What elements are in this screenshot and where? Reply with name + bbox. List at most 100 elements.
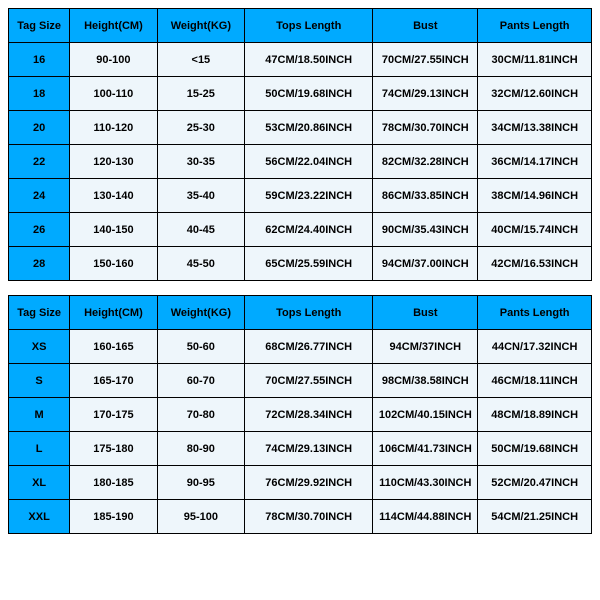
data-cell: 114CM/44.88INCH bbox=[373, 500, 478, 534]
tag-size-cell: 18 bbox=[9, 77, 70, 111]
size-table-adult: Tag Size Height(CM) Weight(KG) Tops Leng… bbox=[8, 295, 592, 534]
data-cell: 150-160 bbox=[70, 247, 157, 281]
data-cell: 72CM/28.34INCH bbox=[245, 398, 373, 432]
data-cell: 38CM/14.96INCH bbox=[478, 179, 592, 213]
data-cell: 68CM/26.77INCH bbox=[245, 330, 373, 364]
tag-size-cell: S bbox=[9, 364, 70, 398]
table-row: 18100-11015-2550CM/19.68INCH74CM/29.13IN… bbox=[9, 77, 592, 111]
data-cell: 70CM/27.55INCH bbox=[373, 43, 478, 77]
data-cell: 53CM/20.86INCH bbox=[245, 111, 373, 145]
data-cell: 78CM/30.70INCH bbox=[245, 500, 373, 534]
data-cell: 56CM/22.04INCH bbox=[245, 145, 373, 179]
data-cell: 30CM/11.81INCH bbox=[478, 43, 592, 77]
data-cell: 46CM/18.11INCH bbox=[478, 364, 592, 398]
data-cell: 40CM/15.74INCH bbox=[478, 213, 592, 247]
col-bust: Bust bbox=[373, 9, 478, 43]
data-cell: 100-110 bbox=[70, 77, 157, 111]
col-tops-length: Tops Length bbox=[245, 296, 373, 330]
size-table-kids: Tag Size Height(CM) Weight(KG) Tops Leng… bbox=[8, 8, 592, 281]
table-row: 26140-15040-4562CM/24.40INCH90CM/35.43IN… bbox=[9, 213, 592, 247]
table-header: Tag Size Height(CM) Weight(KG) Tops Leng… bbox=[9, 296, 592, 330]
data-cell: 50CM/19.68INCH bbox=[478, 432, 592, 466]
data-cell: 42CM/16.53INCH bbox=[478, 247, 592, 281]
data-cell: 140-150 bbox=[70, 213, 157, 247]
table-row: 20110-12025-3053CM/20.86INCH78CM/30.70IN… bbox=[9, 111, 592, 145]
data-cell: 106CM/41.73INCH bbox=[373, 432, 478, 466]
data-cell: 30-35 bbox=[157, 145, 244, 179]
data-cell: 59CM/23.22INCH bbox=[245, 179, 373, 213]
data-cell: 32CM/12.60INCH bbox=[478, 77, 592, 111]
data-cell: 40-45 bbox=[157, 213, 244, 247]
data-cell: 98CM/38.58INCH bbox=[373, 364, 478, 398]
table-row: 1690-100<1547CM/18.50INCH70CM/27.55INCH3… bbox=[9, 43, 592, 77]
data-cell: 62CM/24.40INCH bbox=[245, 213, 373, 247]
tag-size-cell: XXL bbox=[9, 500, 70, 534]
table-row: 28150-16045-5065CM/25.59INCH94CM/37.00IN… bbox=[9, 247, 592, 281]
data-cell: 54CM/21.25INCH bbox=[478, 500, 592, 534]
table-row: S165-17060-7070CM/27.55INCH98CM/38.58INC… bbox=[9, 364, 592, 398]
data-cell: 50CM/19.68INCH bbox=[245, 77, 373, 111]
col-pants-length: Pants Length bbox=[478, 296, 592, 330]
data-cell: 76CM/29.92INCH bbox=[245, 466, 373, 500]
data-cell: 94CM/37INCH bbox=[373, 330, 478, 364]
data-cell: 110CM/43.30INCH bbox=[373, 466, 478, 500]
tag-size-cell: 16 bbox=[9, 43, 70, 77]
data-cell: 74CM/29.13INCH bbox=[373, 77, 478, 111]
data-cell: 50-60 bbox=[157, 330, 244, 364]
data-cell: 60-70 bbox=[157, 364, 244, 398]
data-cell: 94CM/37.00INCH bbox=[373, 247, 478, 281]
col-bust: Bust bbox=[373, 296, 478, 330]
tag-size-cell: M bbox=[9, 398, 70, 432]
data-cell: 120-130 bbox=[70, 145, 157, 179]
data-cell: 48CM/18.89INCH bbox=[478, 398, 592, 432]
data-cell: 90-100 bbox=[70, 43, 157, 77]
data-cell: 45-50 bbox=[157, 247, 244, 281]
data-cell: 74CM/29.13INCH bbox=[245, 432, 373, 466]
data-cell: 175-180 bbox=[70, 432, 157, 466]
tag-size-cell: 28 bbox=[9, 247, 70, 281]
data-cell: 35-40 bbox=[157, 179, 244, 213]
tag-size-cell: L bbox=[9, 432, 70, 466]
data-cell: 52CM/20.47INCH bbox=[478, 466, 592, 500]
col-weight: Weight(KG) bbox=[157, 9, 244, 43]
data-cell: 70-80 bbox=[157, 398, 244, 432]
data-cell: 165-170 bbox=[70, 364, 157, 398]
table-row: L175-18080-9074CM/29.13INCH106CM/41.73IN… bbox=[9, 432, 592, 466]
data-cell: 110-120 bbox=[70, 111, 157, 145]
data-cell: 170-175 bbox=[70, 398, 157, 432]
data-cell: 34CM/13.38INCH bbox=[478, 111, 592, 145]
data-cell: 82CM/32.28INCH bbox=[373, 145, 478, 179]
data-cell: 78CM/30.70INCH bbox=[373, 111, 478, 145]
tag-size-cell: 22 bbox=[9, 145, 70, 179]
col-tops-length: Tops Length bbox=[245, 9, 373, 43]
data-cell: 86CM/33.85INCH bbox=[373, 179, 478, 213]
data-cell: 80-90 bbox=[157, 432, 244, 466]
data-cell: 95-100 bbox=[157, 500, 244, 534]
col-pants-length: Pants Length bbox=[478, 9, 592, 43]
col-tag-size: Tag Size bbox=[9, 296, 70, 330]
data-cell: 36CM/14.17INCH bbox=[478, 145, 592, 179]
col-height: Height(CM) bbox=[70, 296, 157, 330]
table-row: M170-17570-8072CM/28.34INCH102CM/40.15IN… bbox=[9, 398, 592, 432]
data-cell: 130-140 bbox=[70, 179, 157, 213]
data-cell: 160-165 bbox=[70, 330, 157, 364]
data-cell: 90-95 bbox=[157, 466, 244, 500]
data-cell: 70CM/27.55INCH bbox=[245, 364, 373, 398]
col-weight: Weight(KG) bbox=[157, 296, 244, 330]
data-cell: 180-185 bbox=[70, 466, 157, 500]
tag-size-cell: 26 bbox=[9, 213, 70, 247]
table-row: 22120-13030-3556CM/22.04INCH82CM/32.28IN… bbox=[9, 145, 592, 179]
data-cell: 102CM/40.15INCH bbox=[373, 398, 478, 432]
data-cell: 15-25 bbox=[157, 77, 244, 111]
data-cell: 90CM/35.43INCH bbox=[373, 213, 478, 247]
tag-size-cell: XS bbox=[9, 330, 70, 364]
data-cell: 44CN/17.32INCH bbox=[478, 330, 592, 364]
table-row: XS160-16550-6068CM/26.77INCH94CM/37INCH4… bbox=[9, 330, 592, 364]
table-header: Tag Size Height(CM) Weight(KG) Tops Leng… bbox=[9, 9, 592, 43]
tag-size-cell: XL bbox=[9, 466, 70, 500]
table-row: XXL185-19095-10078CM/30.70INCH114CM/44.8… bbox=[9, 500, 592, 534]
col-tag-size: Tag Size bbox=[9, 9, 70, 43]
data-cell: 25-30 bbox=[157, 111, 244, 145]
table-row: 24130-14035-4059CM/23.22INCH86CM/33.85IN… bbox=[9, 179, 592, 213]
col-height: Height(CM) bbox=[70, 9, 157, 43]
